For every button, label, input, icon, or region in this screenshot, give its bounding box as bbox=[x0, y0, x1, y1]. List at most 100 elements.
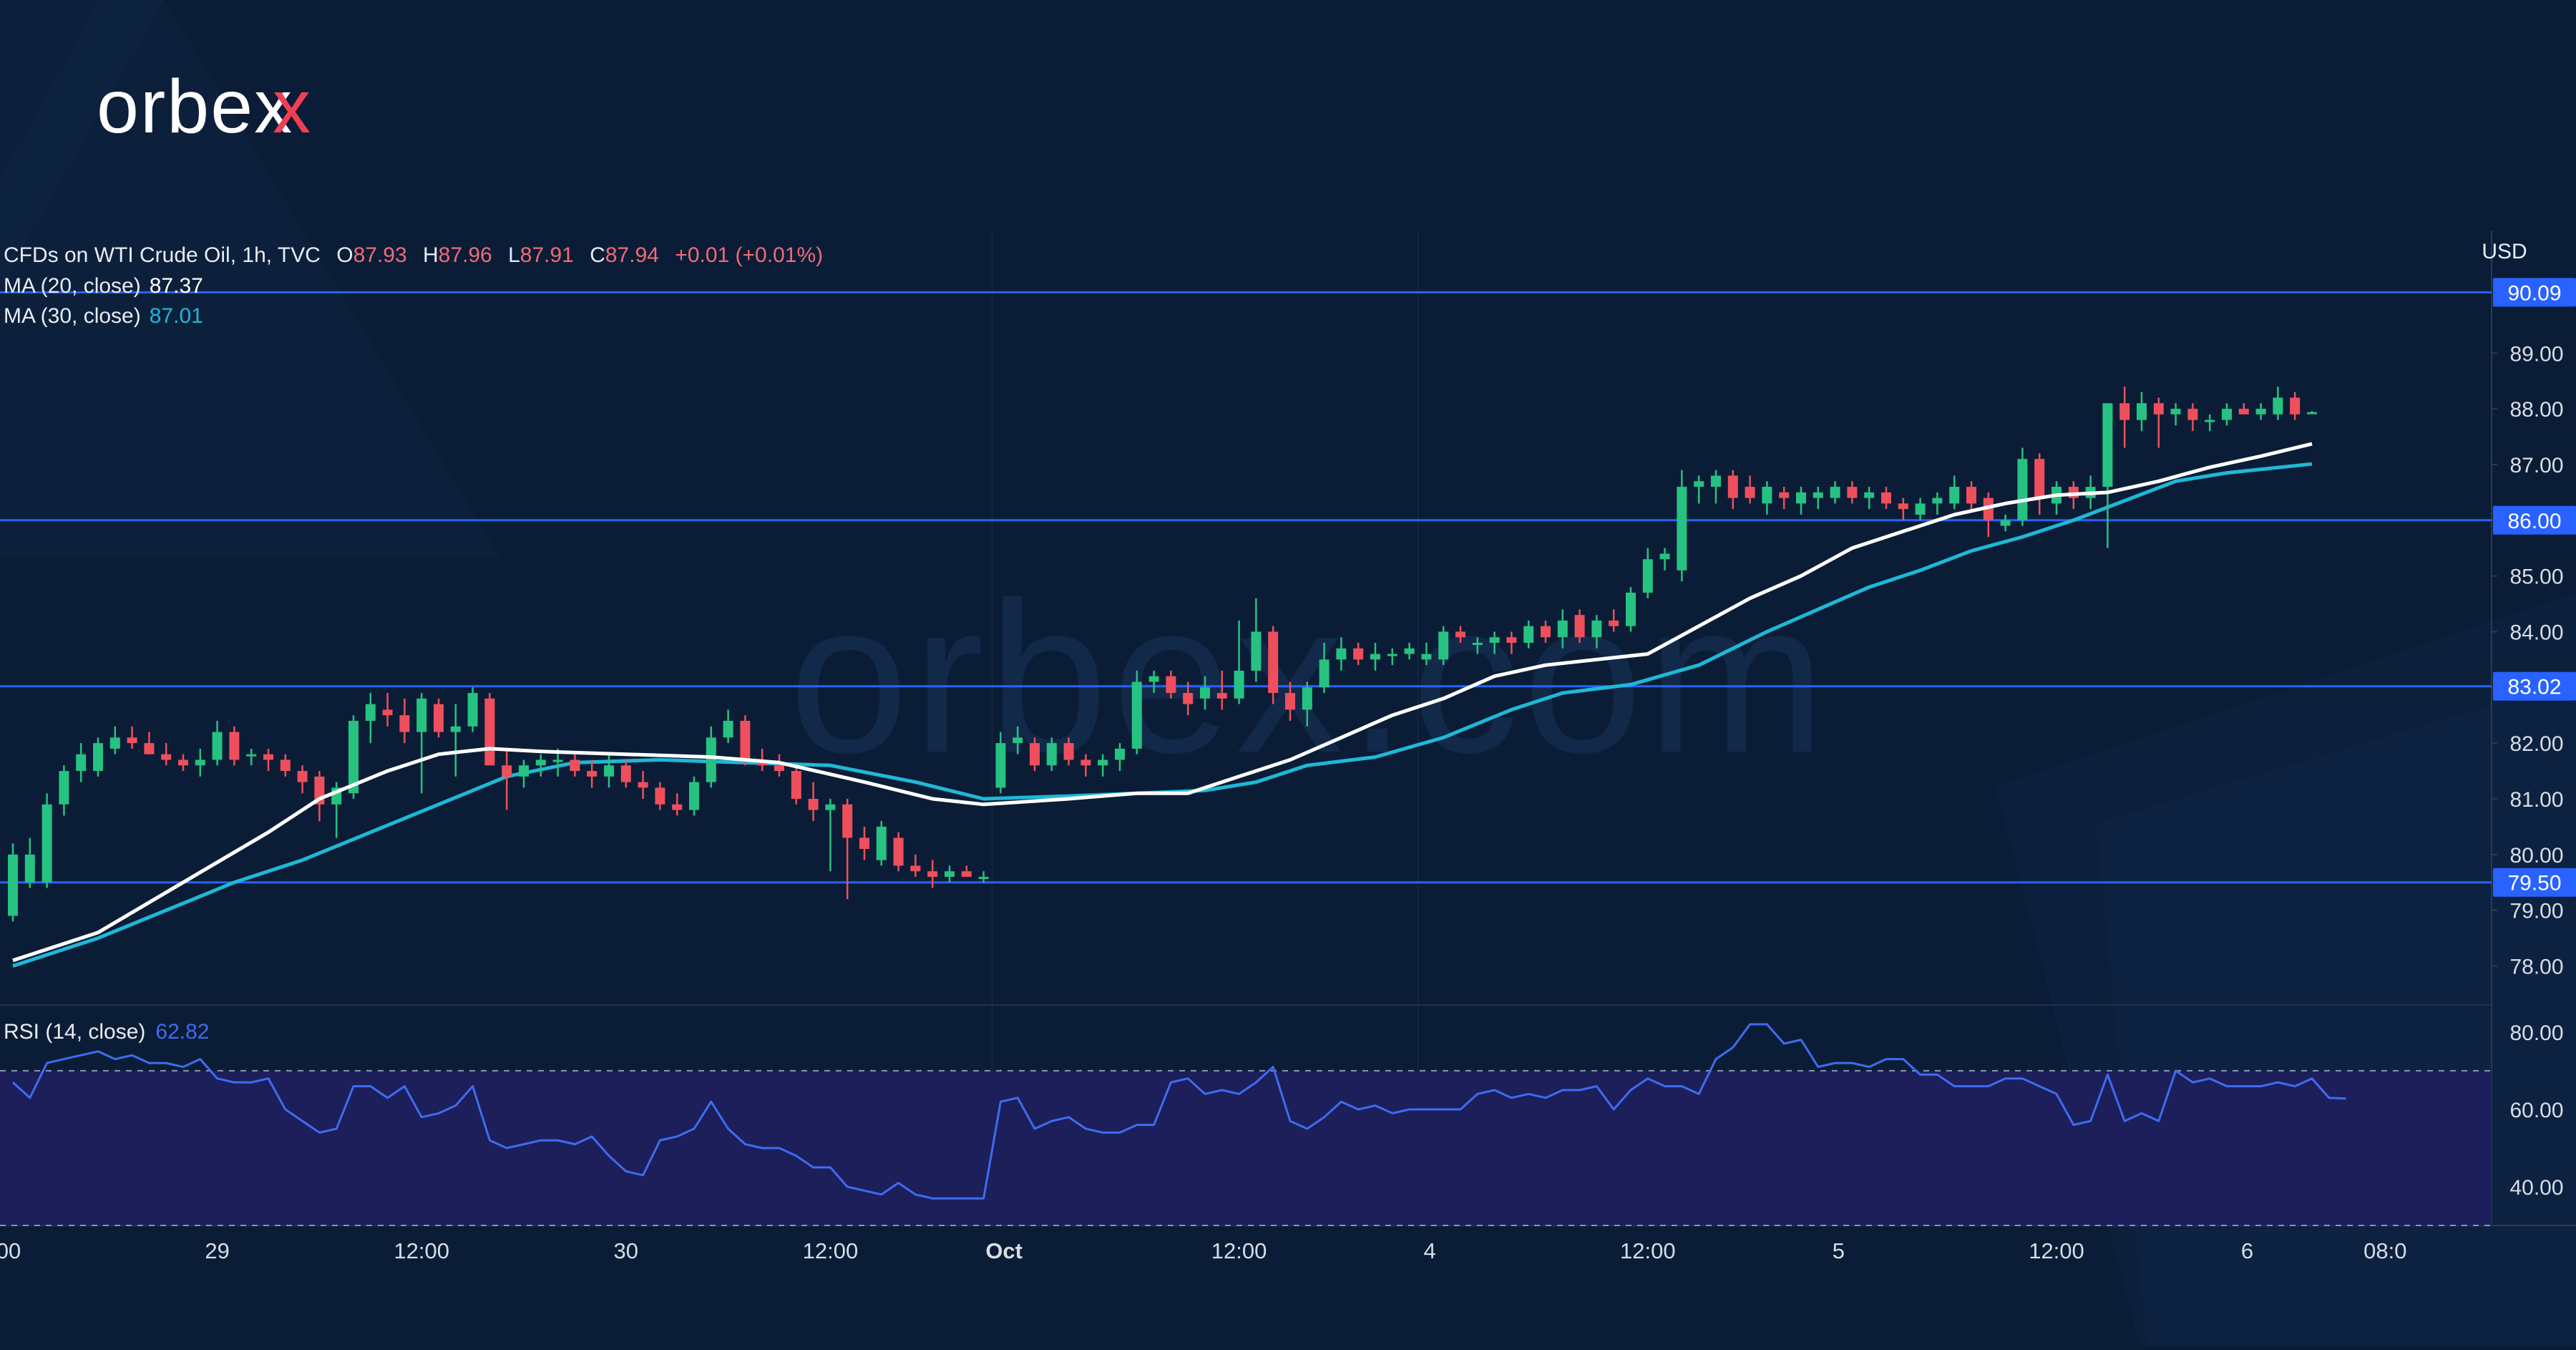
candle-body bbox=[1813, 492, 1823, 498]
candle-body bbox=[1609, 620, 1619, 626]
price-tick-label: 78.00 bbox=[2509, 956, 2563, 979]
candle bbox=[1745, 475, 1755, 504]
candle bbox=[1148, 670, 1159, 694]
time-tick-label: 29 bbox=[205, 1238, 229, 1263]
candle bbox=[1523, 620, 1534, 649]
candle bbox=[1949, 475, 1960, 510]
rsi-tick-label: 40.00 bbox=[2509, 1176, 2563, 1200]
candle-body bbox=[2205, 419, 2215, 422]
candle bbox=[723, 709, 733, 744]
candle-body bbox=[706, 737, 716, 782]
candle-body bbox=[263, 754, 273, 760]
candle-body bbox=[2017, 459, 2028, 520]
candle bbox=[1216, 670, 1227, 710]
candle bbox=[1098, 754, 1108, 777]
candle bbox=[1489, 631, 1500, 654]
candle bbox=[689, 776, 699, 816]
candle-body bbox=[1455, 631, 1465, 638]
candle-body bbox=[791, 771, 801, 799]
candle-body bbox=[1898, 503, 1908, 510]
candle-body bbox=[1711, 475, 1721, 487]
ma20-line bbox=[12, 442, 2313, 963]
candle bbox=[1915, 497, 1926, 520]
candle-body bbox=[1830, 487, 1840, 498]
candle bbox=[1063, 737, 1074, 766]
candle-body bbox=[2238, 409, 2249, 414]
candle-body bbox=[1115, 748, 1125, 760]
candle-body bbox=[24, 854, 35, 883]
candle-body bbox=[76, 754, 87, 772]
candle bbox=[2238, 403, 2249, 414]
ma30-layer bbox=[12, 462, 2313, 968]
candle bbox=[1711, 470, 1721, 504]
candle-body bbox=[1472, 643, 1483, 646]
time-axis[interactable]: 00 29 12:00 30 12:00 Oct 12:00 4 12:00 5 12:00 6 08:… bbox=[0, 1238, 2407, 1263]
candle bbox=[655, 782, 665, 810]
candle bbox=[1626, 587, 1636, 632]
time-tick-label: 00 bbox=[0, 1238, 21, 1263]
candle-body bbox=[1268, 631, 1279, 694]
candle bbox=[1421, 643, 1432, 666]
candle-body bbox=[723, 721, 733, 738]
candle-body bbox=[1523, 626, 1534, 644]
candle bbox=[1455, 626, 1465, 644]
candle-body bbox=[1626, 592, 1636, 626]
candle-body bbox=[1779, 492, 1790, 498]
candle-body bbox=[655, 787, 665, 805]
candle bbox=[1642, 548, 1653, 598]
candle bbox=[740, 715, 751, 766]
candle bbox=[297, 765, 308, 794]
time-tick-label: 12:00 bbox=[1211, 1238, 1267, 1263]
candle-body bbox=[1387, 654, 1397, 656]
candle bbox=[1898, 497, 1908, 520]
candle bbox=[399, 698, 410, 744]
candle bbox=[1370, 643, 1380, 671]
candle bbox=[876, 821, 887, 866]
candle bbox=[1796, 487, 1806, 515]
candle bbox=[1659, 548, 1670, 570]
candle bbox=[604, 754, 614, 788]
candle bbox=[1013, 726, 1023, 754]
candle bbox=[2017, 447, 2028, 526]
candle bbox=[1557, 609, 1568, 649]
candle bbox=[1353, 643, 1364, 666]
candle bbox=[434, 698, 444, 738]
candle bbox=[144, 732, 155, 754]
candle-body bbox=[1745, 487, 1755, 498]
orbex-logo: orbex bbox=[97, 64, 293, 149]
candle-body bbox=[570, 759, 580, 772]
time-tick-label: 4 bbox=[1424, 1238, 1436, 1263]
candle bbox=[8, 843, 18, 922]
candle-body bbox=[144, 743, 155, 754]
candle-body bbox=[604, 765, 614, 777]
candle-body bbox=[297, 771, 308, 782]
candle-body bbox=[859, 837, 869, 850]
legend-ma20: MA (20, close) 87.37 bbox=[4, 274, 203, 298]
price-axis[interactable]: 78.0079.0080.0081.0082.0083.0084.0085.00… bbox=[2492, 278, 2576, 979]
candle-body bbox=[195, 759, 205, 766]
candle-body bbox=[1677, 487, 1687, 570]
candle-body bbox=[2034, 459, 2045, 498]
candle bbox=[791, 765, 801, 805]
candle-body bbox=[399, 715, 410, 732]
candle-body bbox=[2307, 412, 2317, 414]
level-price-badge bbox=[2493, 868, 2576, 897]
candle bbox=[93, 737, 103, 777]
candle-body bbox=[1541, 626, 1551, 638]
level-price-badge bbox=[2493, 671, 2576, 701]
chart-legend: CFDs on WTI Crude Oil, 1h, TVC O87.93 H8… bbox=[4, 240, 2527, 1044]
candle-body bbox=[1557, 620, 1568, 638]
candle bbox=[570, 754, 580, 777]
candle bbox=[2290, 392, 2301, 420]
candle-body bbox=[927, 871, 938, 877]
candle bbox=[2187, 403, 2198, 432]
candle-body bbox=[2273, 397, 2283, 414]
time-tick-label: 12:00 bbox=[803, 1238, 859, 1263]
logo-x-accent: x bbox=[273, 64, 311, 149]
price-tick-label: 85.00 bbox=[2509, 565, 2563, 589]
candle bbox=[1404, 643, 1415, 660]
candle-body bbox=[842, 804, 853, 838]
price-tick-label: 81.00 bbox=[2509, 788, 2563, 812]
candle bbox=[1609, 609, 1619, 632]
